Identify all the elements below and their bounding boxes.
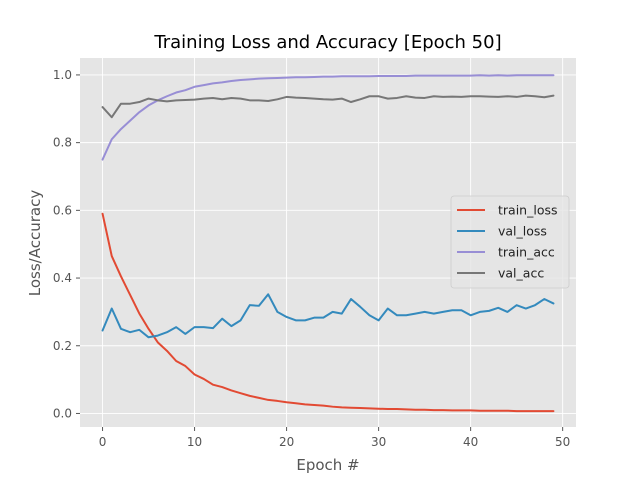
series-line-val-acc (101, 94, 555, 119)
x-tick-label: 40 (463, 435, 478, 449)
chart-title: Training Loss and Accuracy [Epoch 50] (153, 32, 501, 53)
series-line-val-loss (101, 293, 555, 339)
y-axis-ticks: 0.0 0.2 0.4 0.6 0.8 1.0 (53, 68, 80, 420)
legend-label-train-acc: train_acc (498, 245, 555, 260)
y-tick-label: 0.2 (53, 339, 72, 353)
x-tick-label: 10 (187, 435, 202, 449)
x-tick-label: 0 (99, 435, 107, 449)
legend-box (450, 195, 570, 289)
x-axis-label: Epoch # (296, 456, 359, 474)
legend-label-val-loss: val_loss (498, 224, 547, 239)
y-tick-label: 0.0 (53, 406, 72, 420)
legend: train_loss val_loss train_acc val_acc (450, 195, 570, 289)
y-tick-label: 0.8 (53, 136, 72, 150)
series-line-train-loss (101, 212, 555, 413)
x-tick-label: 30 (371, 435, 386, 449)
legend-label-train-loss: train_loss (498, 203, 558, 218)
y-tick-label: 0.4 (53, 271, 72, 285)
series-lines (101, 74, 555, 413)
x-tick-label: 50 (555, 435, 570, 449)
series-line-train-acc (101, 74, 555, 161)
y-tick-label: 0.6 (53, 203, 72, 217)
legend-label-val-acc: val_acc (498, 266, 544, 281)
y-axis-label: Loss/Accuracy (26, 190, 44, 297)
x-axis-ticks: 0 10 20 30 40 50 (99, 427, 570, 449)
y-tick-label: 1.0 (53, 68, 72, 82)
x-tick-label: 20 (279, 435, 294, 449)
